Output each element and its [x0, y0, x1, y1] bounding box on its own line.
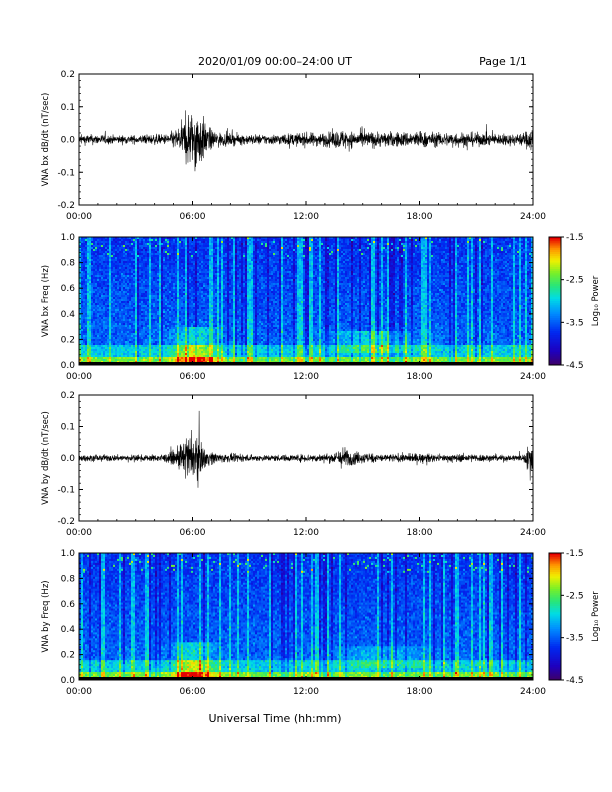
colorbar-tick-label: -3.5 [566, 318, 584, 328]
colorbar-label: Log₁₀ Power [591, 591, 601, 642]
y-tick-label: 0.2 [61, 335, 75, 345]
spectrogram-cells [79, 553, 533, 680]
y-tick-label: 1.0 [61, 233, 76, 243]
y-tick-label: 0.2 [61, 391, 75, 401]
x-tick-label: 18:00 [407, 212, 433, 222]
x-tick-label: 18:00 [407, 687, 433, 697]
x-tick-label: 24:00 [520, 528, 546, 538]
bx-dbdt-panel: 00:00 06:00 12:00 18:00 24:00 0.2 0.1 0.0 -0.1 -0… [41, 70, 546, 222]
colorbar-label: Log₁₀ Power [591, 275, 601, 326]
x-tick-label: 12:00 [293, 372, 319, 382]
y-axis-label: VNA bx dB/dt (nT/sec) [41, 93, 51, 187]
dbdt-trace [78, 410, 534, 488]
y-tick-label: 1.0 [61, 549, 76, 559]
x-tick-label: 06:00 [180, 212, 206, 222]
y-tick-label: -0.1 [57, 486, 75, 496]
y-tick-label: 0.6 [61, 600, 76, 610]
x-tick-label: 24:00 [520, 212, 546, 222]
y-tick-label: 0.6 [61, 284, 76, 294]
colorbar: -1.5 -2.5 -3.5 -4.5 Log₁₀ Power [548, 233, 601, 371]
y-tick-label: 0.2 [61, 651, 75, 661]
y-axis-label: VNA by Freq (Hz) [41, 580, 51, 652]
y-tick-label: 0.4 [61, 625, 76, 635]
y-tick-label: -0.1 [57, 168, 75, 178]
y-tick-label: 0.2 [61, 70, 75, 80]
x-axis-title: Universal Time (hh:mm) [209, 712, 342, 725]
x-tick-label: 12:00 [293, 687, 319, 697]
y-tick-label: -0.2 [57, 201, 75, 211]
y-axis-label: VNA bx Freq (Hz) [41, 265, 51, 337]
x-tick-label: 00:00 [66, 212, 92, 222]
y-tick-label: 0.4 [61, 310, 76, 320]
colorbar-tick-label: -3.5 [566, 634, 584, 644]
y-axis-label: VNA by dB/dt (nT/sec) [41, 411, 51, 505]
colorbar: -1.5 -2.5 -3.5 -4.5 Log₁₀ Power [548, 549, 601, 686]
x-tick-label: 12:00 [293, 212, 319, 222]
page-title: 2020/01/09 00:00–24:00 UT [198, 55, 352, 68]
page-number: Page 1/1 [479, 55, 527, 68]
y-tick-label: 0.0 [61, 136, 76, 146]
colorbar-tick-label: -1.5 [566, 233, 584, 243]
y-tick-label: 0.0 [61, 361, 76, 371]
y-tick-label: 0.1 [61, 103, 75, 113]
by-dbdt-panel: 00:00 06:00 12:00 18:00 24:00 0.2 0.1 0.0 -0.1 -0… [41, 391, 546, 538]
y-tick-label: 0.8 [61, 259, 76, 269]
colorbar-tick-label: -4.5 [566, 361, 584, 371]
x-tick-label: 24:00 [520, 372, 546, 382]
x-tick-label: 18:00 [407, 528, 433, 538]
bx-spectrogram-panel: -1.5 -2.5 -3.5 -4.5 Log₁₀ Power 00:00 06:00 12:… [41, 233, 601, 382]
x-tick-label: 24:00 [520, 687, 546, 697]
x-tick-label: 06:00 [180, 528, 206, 538]
by-spectrogram-panel: -1.5 -2.5 -3.5 -4.5 Log₁₀ Power 00:00 06:00 12:… [41, 549, 601, 697]
colorbar-tick-label: -2.5 [566, 276, 584, 286]
spectrogram-cells [79, 237, 533, 365]
dbdt-trace [78, 110, 534, 172]
y-tick-label: 0.8 [61, 574, 76, 584]
colorbar-tick-label: -2.5 [566, 591, 584, 601]
x-tick-label: 00:00 [66, 687, 92, 697]
colorbar-tick-label: -1.5 [566, 549, 584, 559]
x-tick-label: 12:00 [293, 528, 319, 538]
x-tick-label: 06:00 [180, 372, 206, 382]
x-tick-label: 06:00 [180, 687, 206, 697]
y-tick-label: 0.0 [61, 676, 76, 686]
y-tick-label: -0.2 [57, 517, 75, 527]
x-tick-label: 18:00 [407, 372, 433, 382]
x-tick-label: 00:00 [66, 372, 92, 382]
y-tick-label: 0.0 [61, 454, 76, 464]
x-tick-label: 00:00 [66, 528, 92, 538]
y-tick-label: 0.1 [61, 423, 75, 433]
colorbar-tick-label: -4.5 [566, 676, 584, 686]
